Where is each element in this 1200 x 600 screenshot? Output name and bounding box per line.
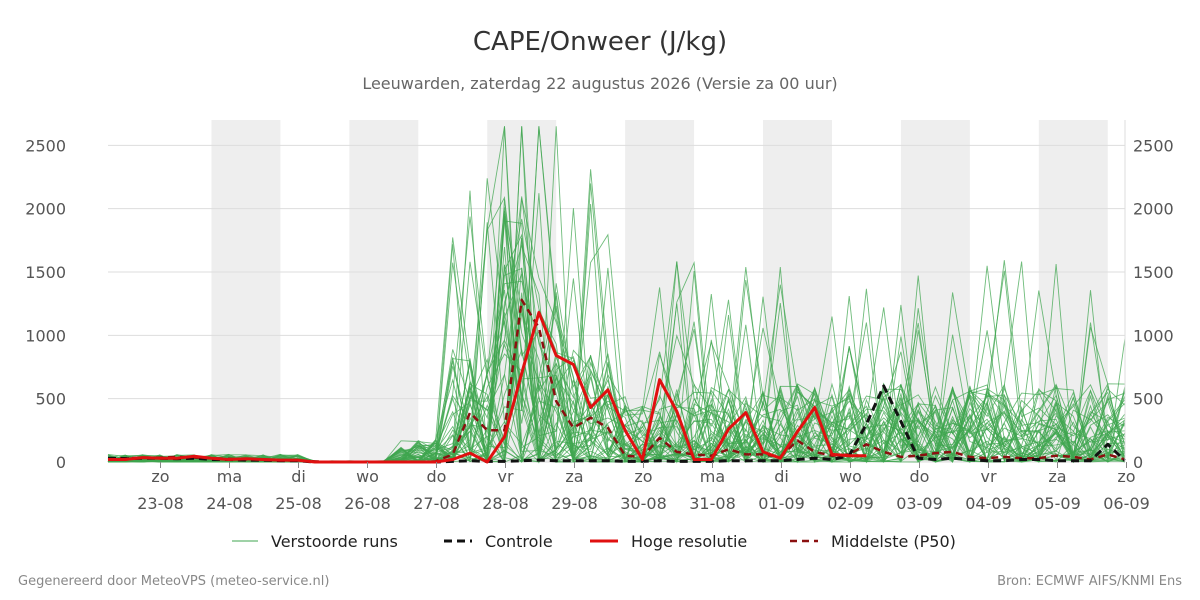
x-tick-date: 25-08: [275, 494, 322, 513]
legend-label-hires: Hoge resolutie: [631, 532, 747, 551]
chart-subtitle: Leeuwarden, zaterdag 22 augustus 2026 (V…: [362, 74, 837, 93]
x-tick-date: 05-09: [1034, 494, 1081, 513]
chart-title: CAPE/Onweer (J/kg): [473, 27, 727, 57]
series-hires: [108, 311, 867, 464]
x-tick-day: zo: [634, 467, 652, 486]
ensemble-run-49: [107, 126, 1126, 464]
x-tick-day: ma: [217, 467, 242, 486]
weekend-band-1: [349, 120, 419, 462]
x-tick-date: 27-08: [413, 494, 460, 513]
y-tick-right: 500: [1133, 390, 1164, 409]
x-tick-day: di: [291, 467, 306, 486]
footer-source: Bron: ECMWF AIFS/KNMI Ens: [997, 574, 1182, 589]
x-tick-day: ma: [700, 467, 725, 486]
x-tick-day: vr: [497, 467, 513, 486]
main-series: [107, 298, 1127, 464]
footer-generated: Gegenereerd door MeteoVPS (meteo-service…: [18, 574, 329, 589]
x-tick-day: za: [565, 467, 583, 486]
y-tick-right: 2500: [1133, 136, 1174, 155]
axes: 0 0 500 500 1000 1000 1500 1500 2000 2000 2500 2500…: [25, 120, 1174, 513]
x-tick-date: 28-08: [482, 494, 529, 513]
y-tick-left: 500: [35, 390, 66, 409]
x-tick-day: za: [1048, 467, 1066, 486]
x-tick-day: di: [774, 467, 789, 486]
x-tick-date: 03-09: [896, 494, 943, 513]
x-tick-day: do: [427, 467, 447, 486]
x-tick-date: 24-08: [206, 494, 253, 513]
y-tick-left: 2500: [25, 136, 66, 155]
x-tick-date: 29-08: [551, 494, 598, 513]
y-tick-left: 1500: [25, 263, 66, 282]
x-tick-day: do: [910, 467, 930, 486]
y-tick-right: 1000: [1133, 326, 1174, 345]
y-tick-right: 0: [1133, 453, 1143, 472]
x-tick-date: 31-08: [689, 494, 736, 513]
x-tick-date: 04-09: [965, 494, 1012, 513]
x-tick-day: wo: [839, 467, 862, 486]
x-tick-date: 26-08: [344, 494, 391, 513]
y-tick-left: 2000: [25, 200, 66, 219]
legend-label-p50: Middelste (P50): [831, 532, 956, 551]
x-tick-day: wo: [356, 467, 379, 486]
x-tick-day: zo: [151, 467, 169, 486]
legend-label-control: Controle: [485, 532, 553, 551]
y-tick-left: 0: [56, 453, 66, 472]
y-tick-left: 1000: [25, 326, 66, 345]
x-tick-date: 30-08: [620, 494, 667, 513]
weekend-band-0: [211, 120, 281, 462]
y-tick-right: 2000: [1133, 200, 1174, 219]
ensemble-run-35: [107, 233, 1126, 463]
legend-label-ens: Verstoorde runs: [271, 532, 398, 551]
x-tick-day: vr: [980, 467, 996, 486]
x-tick-date: 06-09: [1103, 494, 1150, 513]
x-tick-date: 23-08: [137, 494, 184, 513]
x-tick-date: 01-09: [758, 494, 805, 513]
legend: Verstoorde runs Controle Hoge resolutie Mid…: [232, 532, 956, 551]
x-tick-day: zo: [1117, 467, 1135, 486]
y-tick-right: 1500: [1133, 263, 1174, 282]
x-tick-date: 02-09: [827, 494, 874, 513]
